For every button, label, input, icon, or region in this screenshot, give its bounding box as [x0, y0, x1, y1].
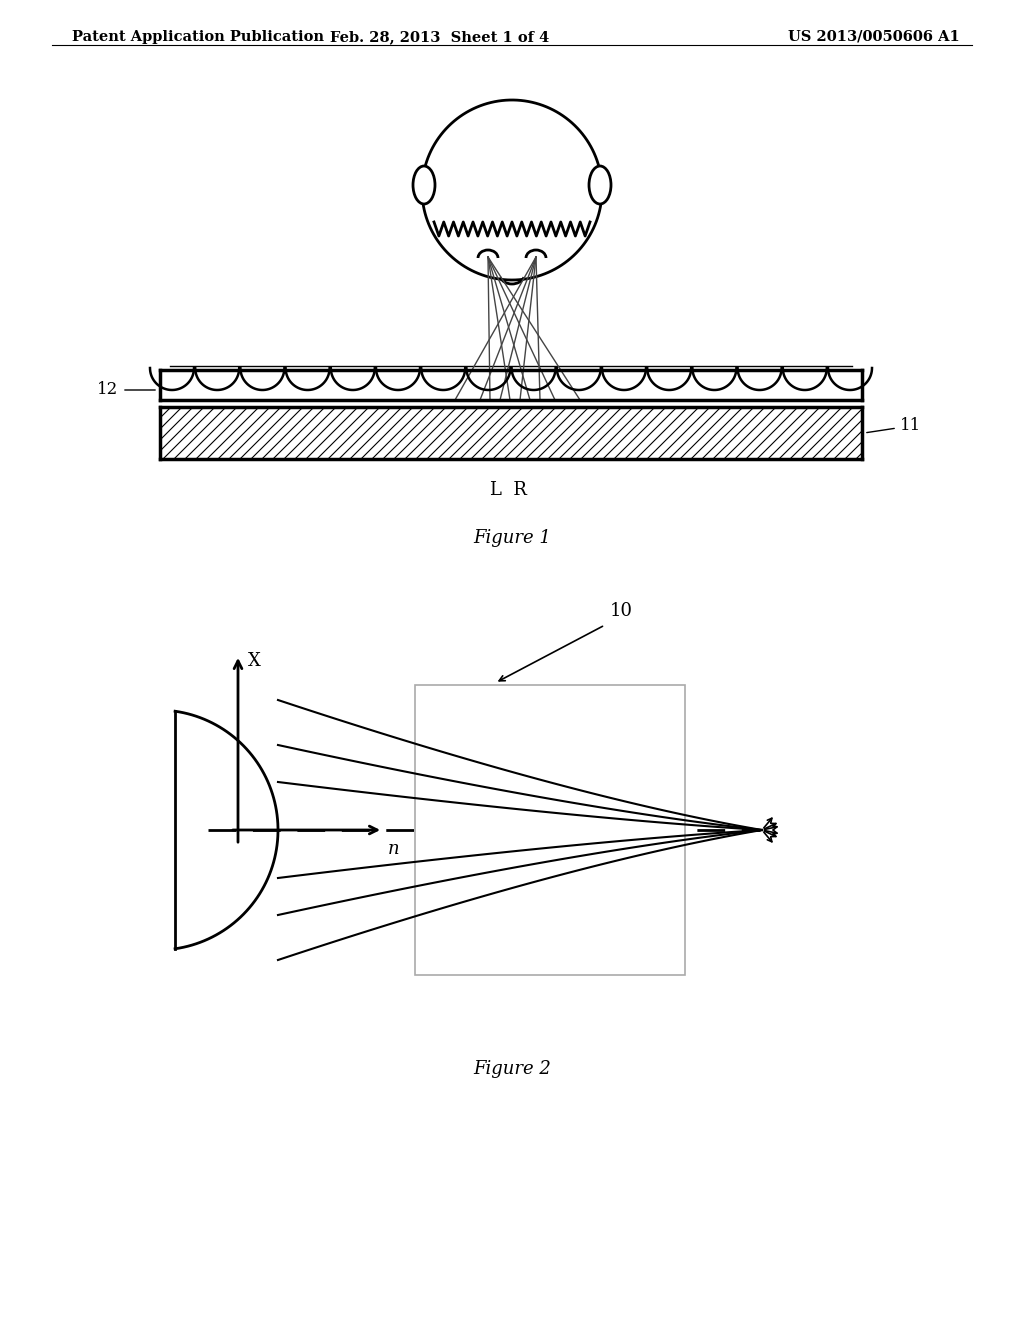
Text: X: X [248, 652, 261, 671]
Ellipse shape [589, 166, 611, 205]
Text: L  R: L R [489, 480, 526, 499]
Text: US 2013/0050606 A1: US 2013/0050606 A1 [788, 30, 961, 44]
Text: n: n [388, 840, 399, 858]
Text: 12: 12 [96, 381, 118, 399]
Text: Figure 1: Figure 1 [473, 529, 551, 546]
Bar [415, 685, 685, 975]
Text: 11: 11 [900, 417, 922, 433]
Bar [160, 407, 862, 459]
Text: Patent Application Publication: Patent Application Publication [72, 30, 324, 44]
Text: Feb. 28, 2013  Sheet 1 of 4: Feb. 28, 2013 Sheet 1 of 4 [331, 30, 550, 44]
Ellipse shape [413, 166, 435, 205]
Text: 10: 10 [610, 602, 633, 620]
Bar [160, 370, 862, 400]
Text: Figure 2: Figure 2 [473, 1060, 551, 1078]
